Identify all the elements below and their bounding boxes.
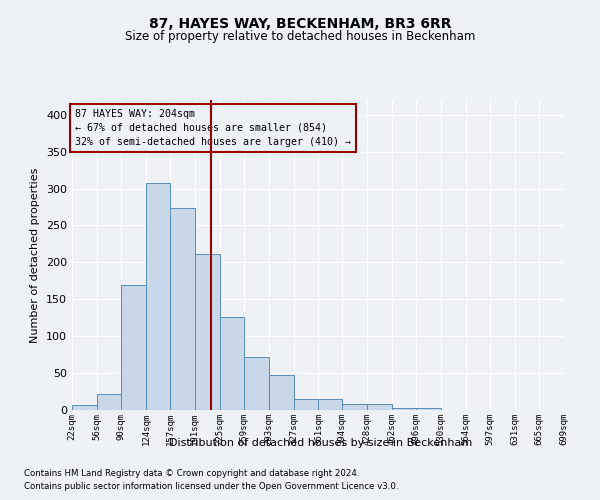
Bar <box>195 254 220 410</box>
Bar <box>146 184 170 410</box>
Bar <box>269 374 293 410</box>
Text: Contains HM Land Registry data © Crown copyright and database right 2024.: Contains HM Land Registry data © Crown c… <box>24 468 359 477</box>
Text: Distribution of detached houses by size in Beckenham: Distribution of detached houses by size … <box>169 438 473 448</box>
Bar <box>244 357 269 410</box>
Bar <box>367 404 392 410</box>
Bar <box>72 405 97 410</box>
Text: Size of property relative to detached houses in Beckenham: Size of property relative to detached ho… <box>125 30 475 43</box>
Bar <box>220 317 244 410</box>
Bar <box>343 404 367 410</box>
Bar <box>97 394 121 410</box>
Bar <box>293 399 319 410</box>
Bar <box>416 408 441 410</box>
Bar <box>392 408 416 410</box>
Y-axis label: Number of detached properties: Number of detached properties <box>31 168 40 342</box>
Bar <box>319 399 343 410</box>
Text: 87, HAYES WAY, BECKENHAM, BR3 6RR: 87, HAYES WAY, BECKENHAM, BR3 6RR <box>149 18 451 32</box>
Text: Contains public sector information licensed under the Open Government Licence v3: Contains public sector information licen… <box>24 482 398 491</box>
Text: 87 HAYES WAY: 204sqm
← 67% of detached houses are smaller (854)
32% of semi-deta: 87 HAYES WAY: 204sqm ← 67% of detached h… <box>75 109 351 147</box>
Bar <box>121 284 146 410</box>
Bar <box>170 208 195 410</box>
